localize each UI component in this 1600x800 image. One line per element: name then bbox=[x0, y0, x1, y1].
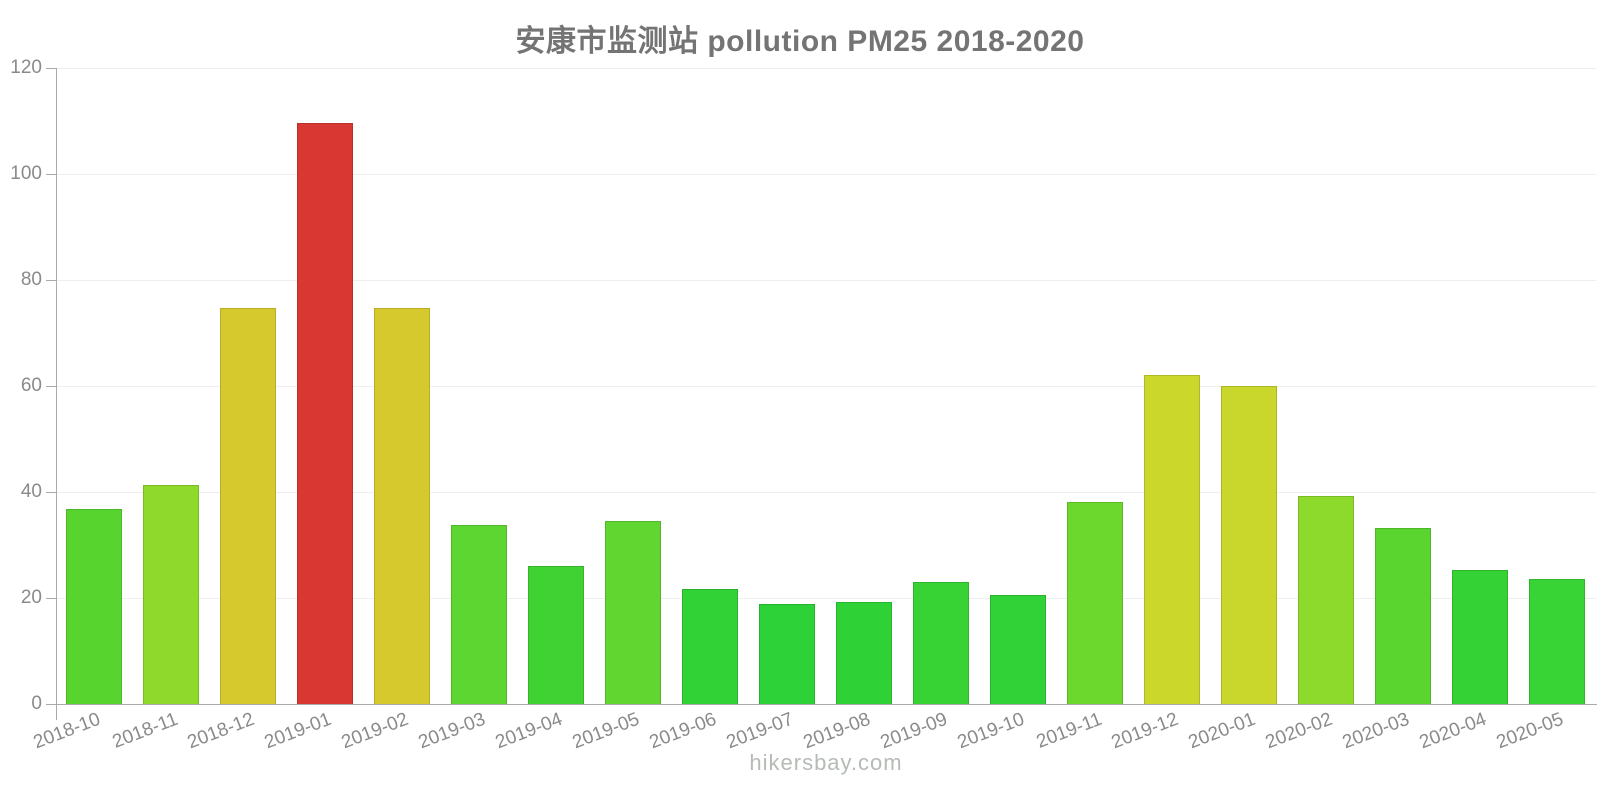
x-tick-label-2019-08: 2019-08 bbox=[800, 708, 874, 754]
bar-2019-11[interactable] bbox=[1067, 502, 1123, 704]
y-tick-label-120: 120 bbox=[10, 57, 42, 78]
y-tick-label-40: 40 bbox=[20, 481, 42, 502]
x-tick-label-2019-11: 2019-11 bbox=[1033, 708, 1105, 753]
x-tick-label-2019-01: 2019-01 bbox=[261, 708, 335, 754]
gridline-y100 bbox=[57, 174, 1596, 175]
bar-2020-01[interactable] bbox=[1221, 386, 1277, 704]
y-axis-line bbox=[56, 68, 57, 720]
bar-2020-04[interactable] bbox=[1452, 570, 1508, 704]
x-tick-label-2020-01: 2020-01 bbox=[1185, 708, 1259, 754]
bar-2018-11[interactable] bbox=[143, 485, 199, 704]
page-title: 安康市监测站 pollution PM25 2018-2020 bbox=[515, 25, 1085, 58]
y-tick-0 bbox=[46, 704, 56, 705]
x-tick-label-2019-09: 2019-09 bbox=[877, 708, 951, 754]
bar-2019-09[interactable] bbox=[913, 582, 969, 704]
gridline-y40 bbox=[57, 492, 1596, 493]
gridline-y60 bbox=[57, 386, 1596, 387]
y-tick-label-60: 60 bbox=[20, 375, 42, 396]
y-tick-label-20: 20 bbox=[20, 587, 42, 608]
x-axis-line bbox=[56, 704, 1597, 705]
bar-2019-02[interactable] bbox=[374, 308, 430, 704]
x-tick-label-2019-04: 2019-04 bbox=[492, 708, 566, 754]
y-tick-20 bbox=[46, 598, 56, 599]
bar-2019-06[interactable] bbox=[682, 589, 738, 704]
bar-2019-10[interactable] bbox=[990, 595, 1046, 704]
bar-2019-03[interactable] bbox=[451, 525, 507, 704]
bar-2019-08[interactable] bbox=[836, 602, 892, 704]
gridline-y20 bbox=[57, 598, 1596, 599]
bar-2020-05[interactable] bbox=[1529, 579, 1585, 704]
y-tick-label-80: 80 bbox=[20, 269, 42, 290]
x-tick-label-2020-04: 2020-04 bbox=[1416, 708, 1490, 754]
bar-2020-03[interactable] bbox=[1375, 528, 1431, 704]
y-tick-120 bbox=[46, 68, 56, 69]
bar-2019-04[interactable] bbox=[528, 566, 584, 704]
x-tick-label-2019-03: 2019-03 bbox=[415, 708, 489, 754]
x-tick-label-2020-05: 2020-05 bbox=[1493, 708, 1567, 754]
bar-2018-10[interactable] bbox=[66, 509, 122, 704]
y-tick-label-0: 0 bbox=[31, 693, 42, 714]
bar-2019-01[interactable] bbox=[297, 123, 353, 704]
x-tick-label-2020-02: 2020-02 bbox=[1262, 708, 1336, 754]
x-tick-label-2020-03: 2020-03 bbox=[1339, 708, 1413, 754]
x-tick-label-2019-07: 2019-07 bbox=[723, 708, 797, 754]
x-tick-label-2019-12: 2019-12 bbox=[1108, 708, 1182, 754]
x-tick-label-2018-12: 2018-12 bbox=[184, 708, 258, 754]
x-tick-label-2019-05: 2019-05 bbox=[569, 708, 643, 754]
y-tick-80 bbox=[46, 280, 56, 281]
bar-2020-02[interactable] bbox=[1298, 496, 1354, 704]
y-tick-40 bbox=[46, 492, 56, 493]
y-tick-100 bbox=[46, 174, 56, 175]
x-tick-label-2019-06: 2019-06 bbox=[646, 708, 720, 754]
bar-2019-07[interactable] bbox=[759, 604, 815, 704]
y-tick-label-100: 100 bbox=[10, 163, 42, 184]
footer-watermark: hikersbay.com bbox=[749, 750, 903, 775]
x-tick-label-2018-11: 2018-11 bbox=[109, 708, 181, 753]
x-tick-label-2018-10: 2018-10 bbox=[30, 708, 104, 754]
gridline-y80 bbox=[57, 280, 1596, 281]
gridline-y120 bbox=[57, 68, 1596, 69]
y-tick-60 bbox=[46, 386, 56, 387]
x-tick-label-2019-10: 2019-10 bbox=[954, 708, 1028, 754]
x-tick-label-2019-02: 2019-02 bbox=[338, 708, 412, 754]
bar-2019-05[interactable] bbox=[605, 521, 661, 704]
bar-2018-12[interactable] bbox=[220, 308, 276, 704]
bar-2019-12[interactable] bbox=[1144, 375, 1200, 704]
